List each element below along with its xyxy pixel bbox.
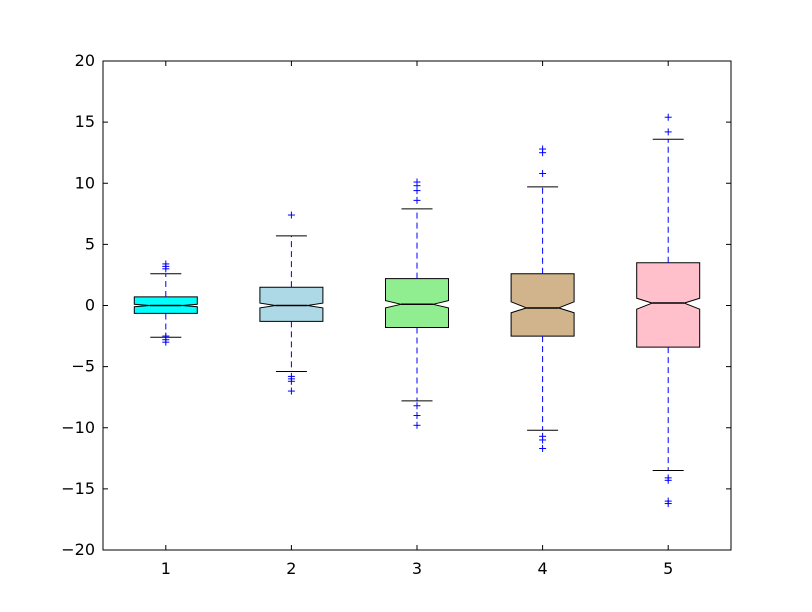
outlier-4-4 xyxy=(539,436,547,444)
y-tick-label: 20 xyxy=(75,51,95,70)
y-tick-label: 0 xyxy=(85,296,95,315)
outlier-2-0 xyxy=(287,211,295,219)
outlier-5-1 xyxy=(664,128,672,136)
box-group-5 xyxy=(636,113,701,508)
outlier-3-3 xyxy=(413,196,421,204)
outlier-3-4 xyxy=(413,402,421,410)
y-tick-label: 5 xyxy=(85,234,95,253)
x-tick-label: 1 xyxy=(161,559,171,578)
y-tick-label: 15 xyxy=(75,112,95,131)
outlier-5-0 xyxy=(664,113,672,121)
outlier-5-5 xyxy=(664,500,672,508)
x-tick-label: 4 xyxy=(538,559,548,578)
outlier-3-2 xyxy=(413,187,421,195)
y-tick-label: −15 xyxy=(61,479,95,498)
box-5 xyxy=(636,262,701,348)
boxes-layer xyxy=(133,113,701,508)
outlier-4-5 xyxy=(539,445,547,453)
x-tick-label: 3 xyxy=(412,559,422,578)
box-group-2 xyxy=(259,211,324,395)
box-group-1 xyxy=(133,260,198,346)
y-tick-label: −10 xyxy=(61,418,95,437)
x-tick-label: 5 xyxy=(663,559,673,578)
box-group-4 xyxy=(510,145,575,453)
ticks-layer: 20 15 10 5 0 −5 −10 −15 −20 1 2 3 4 5 xyxy=(61,51,731,578)
outlier-5-3 xyxy=(664,476,672,484)
outlier-2-4 xyxy=(287,387,295,395)
outlier-1-5 xyxy=(162,338,170,346)
outlier-1-2 xyxy=(162,265,170,273)
box-2 xyxy=(259,286,324,322)
y-tick-label: 10 xyxy=(75,173,95,192)
box-group-3 xyxy=(385,178,449,429)
outlier-4-2 xyxy=(539,169,547,177)
outlier-3-6 xyxy=(413,421,421,429)
x-tick-label: 2 xyxy=(286,559,296,578)
y-tick-label: −5 xyxy=(71,357,95,376)
y-tick-label: −20 xyxy=(61,540,95,559)
outlier-4-1 xyxy=(539,149,547,157)
outlier-3-5 xyxy=(413,412,421,420)
box-3 xyxy=(385,278,449,328)
outlier-2-3 xyxy=(287,377,295,385)
box-4 xyxy=(510,273,575,337)
